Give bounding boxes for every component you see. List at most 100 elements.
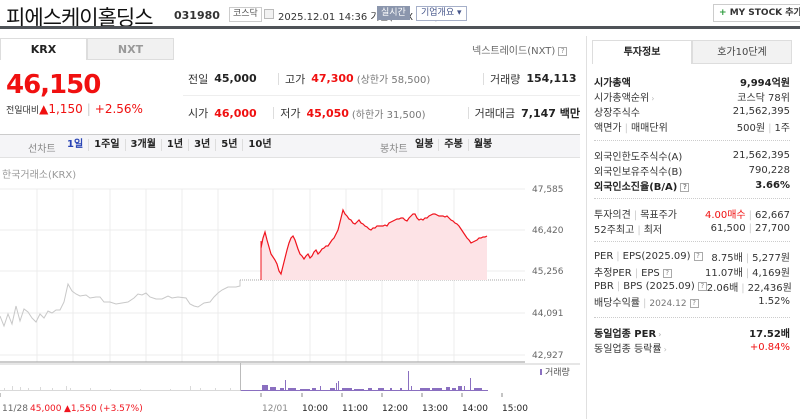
- week52-label: 52주최고 | 최저: [594, 225, 663, 236]
- dividend-value: 1.52%: [758, 296, 790, 307]
- period-1y[interactable]: 1년: [160, 139, 188, 151]
- price-chart[interactable]: 47,585 46,420 45,256 44,091 42,927 거래량 1…: [0, 176, 580, 419]
- help-icon[interactable]: ?: [662, 268, 672, 278]
- chevron-right-icon: ›: [663, 345, 667, 354]
- open-label: 시가: [188, 107, 209, 120]
- change-percent: +2.56%: [94, 102, 143, 116]
- lower-limit: (하한가 31,500): [351, 109, 426, 121]
- quote-stats: 전일 45,000 고가 47,300 (상한가 58,500) 거래량 154,113…: [183, 62, 580, 130]
- foreign-hold-label: 외국인보유주식수(B): [594, 167, 683, 178]
- nxt-link-label: 넥스트레이드(NXT): [472, 46, 556, 57]
- market-cap-rank-value: 코스닥 78위: [737, 93, 790, 104]
- prev-close-value: 45,000: [214, 72, 257, 85]
- period-1d[interactable]: 1일: [67, 139, 84, 150]
- x-tick: 12/01: [262, 404, 288, 414]
- divider: [594, 198, 790, 199]
- open-value: 46,000: [214, 106, 257, 120]
- low-label: 저가: [280, 107, 301, 120]
- help-icon[interactable]: ?: [689, 298, 699, 308]
- current-price: 46,150: [6, 70, 101, 100]
- par-value-value: 500원 | 1주: [736, 123, 790, 134]
- company-info-dropdown[interactable]: 기업개요 ▾: [416, 6, 467, 21]
- add-mystock-button[interactable]: + MY STOCK 추가: [713, 4, 800, 22]
- market-cap-value: 9,994억원: [739, 78, 790, 89]
- x-tick: 11:00: [342, 404, 368, 414]
- y-tick: 45,256: [532, 267, 564, 277]
- sector-change-link[interactable]: 동일업종 등락률 ›: [594, 344, 667, 355]
- quote-datetime: 2025.12.01 14:36 기준(KRX 장중): [278, 12, 439, 23]
- foreign-hold-value: 790,228: [748, 165, 790, 176]
- sector-per-link[interactable]: 동일업종 PER ›: [594, 329, 662, 340]
- sector-per-value: 17.52배: [749, 329, 790, 340]
- help-icon[interactable]: ?: [693, 251, 703, 261]
- y-tick: 42,927: [532, 351, 564, 361]
- candle-selector: 일봉 주봉 월봉: [410, 139, 497, 151]
- investment-info-panel: 투자정보 호가10단계 시가총액 9,994억원 시가총액순위 › 코스닥 78위 상…: [586, 36, 800, 419]
- divider: [594, 140, 790, 141]
- volume-legend: 거래량: [545, 366, 570, 378]
- change-label: 전일대비: [6, 106, 40, 116]
- candle-chart-label: 봉차트: [380, 144, 408, 155]
- listed-shares-value: 21,562,395: [732, 106, 790, 117]
- price-change: 전일대비▲1,150 | +2.56%: [6, 102, 143, 116]
- foreign-ratio-value: 3.66%: [755, 180, 790, 191]
- line-chart-label: 선차트: [28, 144, 56, 155]
- week52-value: 61,500 | 27,700: [710, 223, 790, 234]
- divider: [594, 241, 790, 242]
- period-1w[interactable]: 1주일: [88, 139, 124, 151]
- foreign-limit-value: 21,562,395: [732, 150, 790, 161]
- tab-order-book[interactable]: 호가10단계: [692, 40, 792, 64]
- period-10y[interactable]: 10년: [242, 139, 276, 151]
- tab-krx[interactable]: KRX: [0, 38, 87, 60]
- market-cap-label: 시가총액: [594, 78, 631, 89]
- period-5y[interactable]: 5년: [215, 139, 242, 151]
- tab-investment-info[interactable]: 투자정보: [592, 40, 692, 64]
- help-icon[interactable]: ?: [558, 46, 568, 56]
- period-3m[interactable]: 3개월: [124, 139, 161, 151]
- opinion-value: 4.00매수 | 62,667: [704, 210, 790, 221]
- prev-day-close: 45,000: [30, 404, 62, 414]
- header-divider: [0, 26, 800, 29]
- listed-shares-label: 상장주식수: [594, 108, 640, 119]
- y-tick: 47,585: [532, 185, 564, 195]
- tab-nxt[interactable]: NXT: [87, 38, 174, 60]
- x-tick: 14:00: [462, 404, 488, 414]
- plus-icon: +: [719, 8, 727, 18]
- help-icon[interactable]: ?: [680, 182, 690, 192]
- pbr-label: PBR | BPS (2025.09)?: [594, 281, 707, 292]
- candle-monthly[interactable]: 월봉: [467, 139, 497, 151]
- y-tick: 44,091: [532, 309, 564, 319]
- high-label: 고가: [285, 72, 306, 86]
- x-tick: 15:00: [502, 404, 528, 414]
- market-cap-rank-link[interactable]: 시가총액순위 ›: [594, 93, 655, 104]
- help-icon[interactable]: ?: [697, 281, 707, 291]
- trade-value: 7,147 백만: [521, 107, 580, 120]
- high-value: 47,300: [311, 72, 354, 85]
- volume-legend-icon: [540, 369, 542, 375]
- upper-limit: (상한가 58,500): [356, 75, 431, 86]
- chevron-right-icon: ›: [651, 94, 655, 103]
- volume-value: 154,113: [526, 72, 577, 85]
- par-value-label: 액면가 | 매매단위: [594, 123, 668, 134]
- chart-title: 한국거래소(KRX): [2, 170, 77, 181]
- low-value: 45,050: [306, 106, 349, 120]
- per-label: PER | EPS(2025.09)?: [594, 251, 703, 262]
- per-value: 8.75배 | 5,277원: [711, 253, 790, 264]
- divider: [594, 317, 790, 318]
- nxt-link[interactable]: 넥스트레이드(NXT)?: [472, 42, 568, 57]
- prev-day-label: 11/28: [2, 404, 28, 414]
- stock-code: 031980: [174, 9, 220, 22]
- pbr-value: 2.06배 | 22,436원: [706, 283, 792, 294]
- candle-daily[interactable]: 일봉: [415, 139, 434, 150]
- est-per-value: 11.07배 | 4,169원: [704, 268, 790, 279]
- market-badge: 코스닥: [229, 7, 262, 22]
- y-tick: 46,420: [532, 226, 564, 236]
- period-3y[interactable]: 3년: [188, 139, 215, 151]
- est-per-label: 추정PER | EPS?: [594, 264, 672, 279]
- chevron-right-icon: ›: [658, 330, 662, 339]
- opinion-label: 투자의견 | 목표주가: [594, 210, 677, 221]
- add-mystock-label: MY STOCK 추가: [729, 8, 800, 18]
- change-value: 1,150: [48, 102, 83, 116]
- candle-weekly[interactable]: 주봉: [438, 139, 467, 151]
- dividend-label: 배당수익률 | 2024.12?: [594, 294, 699, 309]
